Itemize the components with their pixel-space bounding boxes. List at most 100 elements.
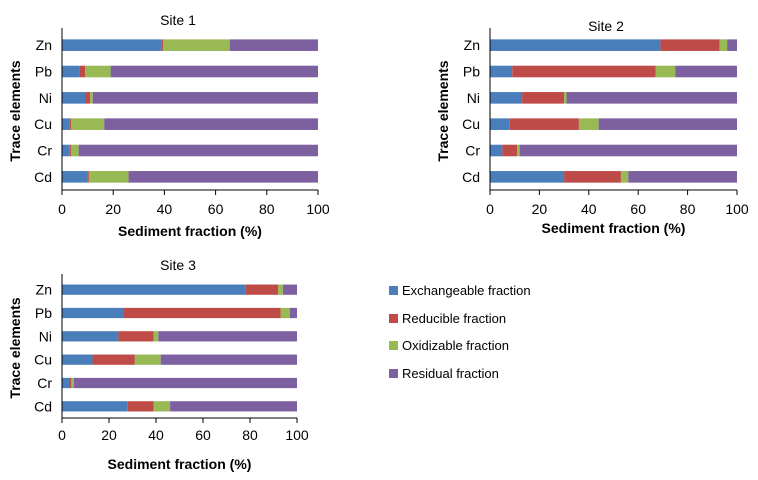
bar-cd-series-1 (127, 401, 154, 412)
bar-ni-series-0 (62, 92, 86, 104)
bar-cr-series-2 (70, 144, 79, 157)
bar-cr-series-0 (490, 144, 503, 157)
legend-swatch-3 (389, 369, 398, 378)
chart-title: Site 3 (160, 257, 196, 273)
y-tick-label: Cu (34, 352, 52, 368)
bar-cr-series-1 (69, 377, 72, 389)
bar-cu-series-0 (490, 118, 510, 130)
y-tick-label: Cd (34, 398, 52, 414)
bar-cd-series-1 (564, 171, 621, 183)
bar-cu-series-1 (509, 118, 579, 130)
x-axis-title: Sediment fraction (%) (108, 456, 252, 472)
y-tick-label: Ni (467, 90, 480, 106)
bar-cr-series-3 (73, 377, 297, 389)
bar-cd-series-3 (170, 401, 297, 412)
bar-pb-series-2 (85, 65, 111, 78)
y-tick-label: Cr (465, 143, 480, 159)
legend-label-3: Residual fraction (402, 366, 499, 381)
bar-cu-series-2 (134, 354, 161, 365)
bar-cr-series-3 (519, 144, 737, 157)
bar-zn-series-1 (161, 39, 164, 51)
bar-cu-series-2 (70, 118, 105, 130)
chart-site-2: Site 2 Zn Pb Ni Cu Cr Cd 0 20 40 60 80 100 Sediment f… (435, 18, 749, 236)
bar-pb-series-3 (675, 65, 737, 78)
bar-pb-series-2 (280, 307, 290, 319)
bar-zn-series-3 (282, 284, 297, 295)
bar-ni-series-3 (158, 331, 297, 342)
bar-ni-series-1 (118, 331, 154, 342)
bar-cu-series-0 (62, 118, 70, 130)
bar-ni-series-2 (90, 92, 93, 104)
y-tick-label: Pb (463, 64, 480, 80)
bar-cr-series-0 (62, 377, 70, 389)
legend: Exchangeable fraction Reducible fraction O… (389, 283, 531, 381)
x-tick-label: 0 (58, 201, 66, 217)
bar-ni-series-3 (566, 92, 737, 104)
x-tick-label: 40 (148, 427, 164, 443)
bar-zn-series-0 (62, 284, 246, 295)
y-axis-title: Trace elements (7, 297, 23, 398)
legend-swatch-1 (389, 314, 398, 323)
bar-cd-series-1 (87, 171, 89, 183)
x-tick-label: 80 (680, 201, 696, 217)
chart-site-1: Site 1 Zn Pb Ni Cu Cr Cd 0 20 40 60 80 100 Sediment f… (7, 12, 330, 239)
bar-pb-series-2 (655, 65, 676, 78)
bar-pb-series-3 (110, 65, 318, 78)
x-tick-label: 0 (58, 427, 66, 443)
y-tick-label: Cu (34, 116, 52, 132)
bar-zn-series-2 (719, 39, 728, 51)
bar-pb-series-1 (512, 65, 656, 78)
x-axis-title: Sediment fraction (%) (118, 223, 262, 239)
y-tick-label: Cu (462, 116, 480, 132)
legend-label-0: Exchangeable fraction (402, 283, 531, 298)
bar-cd-series-2 (620, 171, 629, 183)
bar-zn-series-2 (163, 39, 230, 51)
bar-cu-series-1 (92, 354, 135, 365)
y-tick-label: Cr (37, 375, 52, 391)
bar-zn-series-1 (660, 39, 720, 51)
bar-cr-series-3 (78, 144, 318, 157)
x-tick-label: 0 (486, 201, 494, 217)
y-tick-label: Cd (34, 169, 52, 185)
bar-zn-series-2 (278, 284, 283, 295)
y-tick-label: Ni (39, 90, 52, 106)
x-tick-label: 60 (195, 427, 211, 443)
chart-site-3: Site 3 Zn Pb Ni Cu Cr Cd 0 20 40 60 80 100 Sediment f… (7, 257, 309, 472)
bar-zn-series-1 (245, 284, 279, 295)
x-tick-label: 40 (581, 201, 597, 217)
y-tick-label: Pb (35, 64, 52, 80)
bar-pb-series-0 (62, 65, 80, 78)
x-tick-label: 100 (725, 201, 749, 217)
bar-cu-series-3 (598, 118, 737, 130)
bar-pb-series-0 (490, 65, 513, 78)
y-axis-title: Trace elements (435, 60, 451, 161)
bar-ni-series-0 (490, 92, 523, 104)
bar-cu-series-3 (104, 118, 319, 130)
y-tick-label: Pb (35, 305, 52, 321)
legend-label-2: Oxidizable fraction (402, 338, 509, 353)
bar-cd-series-0 (62, 171, 88, 183)
y-tick-label: Zn (36, 282, 52, 298)
bar-ni-series-0 (62, 331, 119, 342)
bar-cr-series-2 (517, 144, 520, 157)
y-tick-label: Ni (39, 328, 52, 344)
x-tick-label: 60 (208, 201, 224, 217)
x-tick-label: 20 (101, 427, 117, 443)
legend-swatch-0 (389, 286, 398, 295)
x-tick-label: 40 (157, 201, 173, 217)
bar-zn-series-3 (229, 39, 318, 51)
bar-cr-series-1 (69, 144, 71, 157)
bar-ni-series-2 (564, 92, 567, 104)
chart-title: Site 1 (160, 12, 196, 28)
legend-swatch-2 (389, 341, 398, 350)
bar-ni-series-3 (92, 92, 318, 104)
y-tick-label: Cd (462, 169, 480, 185)
bar-cd-series-0 (490, 171, 565, 183)
x-tick-label: 60 (630, 201, 646, 217)
x-tick-label: 80 (242, 427, 258, 443)
bar-cd-series-2 (88, 171, 129, 183)
bar-pb-series-0 (62, 307, 124, 319)
x-tick-label: 20 (105, 201, 121, 217)
y-axis-title: Trace elements (7, 60, 23, 161)
